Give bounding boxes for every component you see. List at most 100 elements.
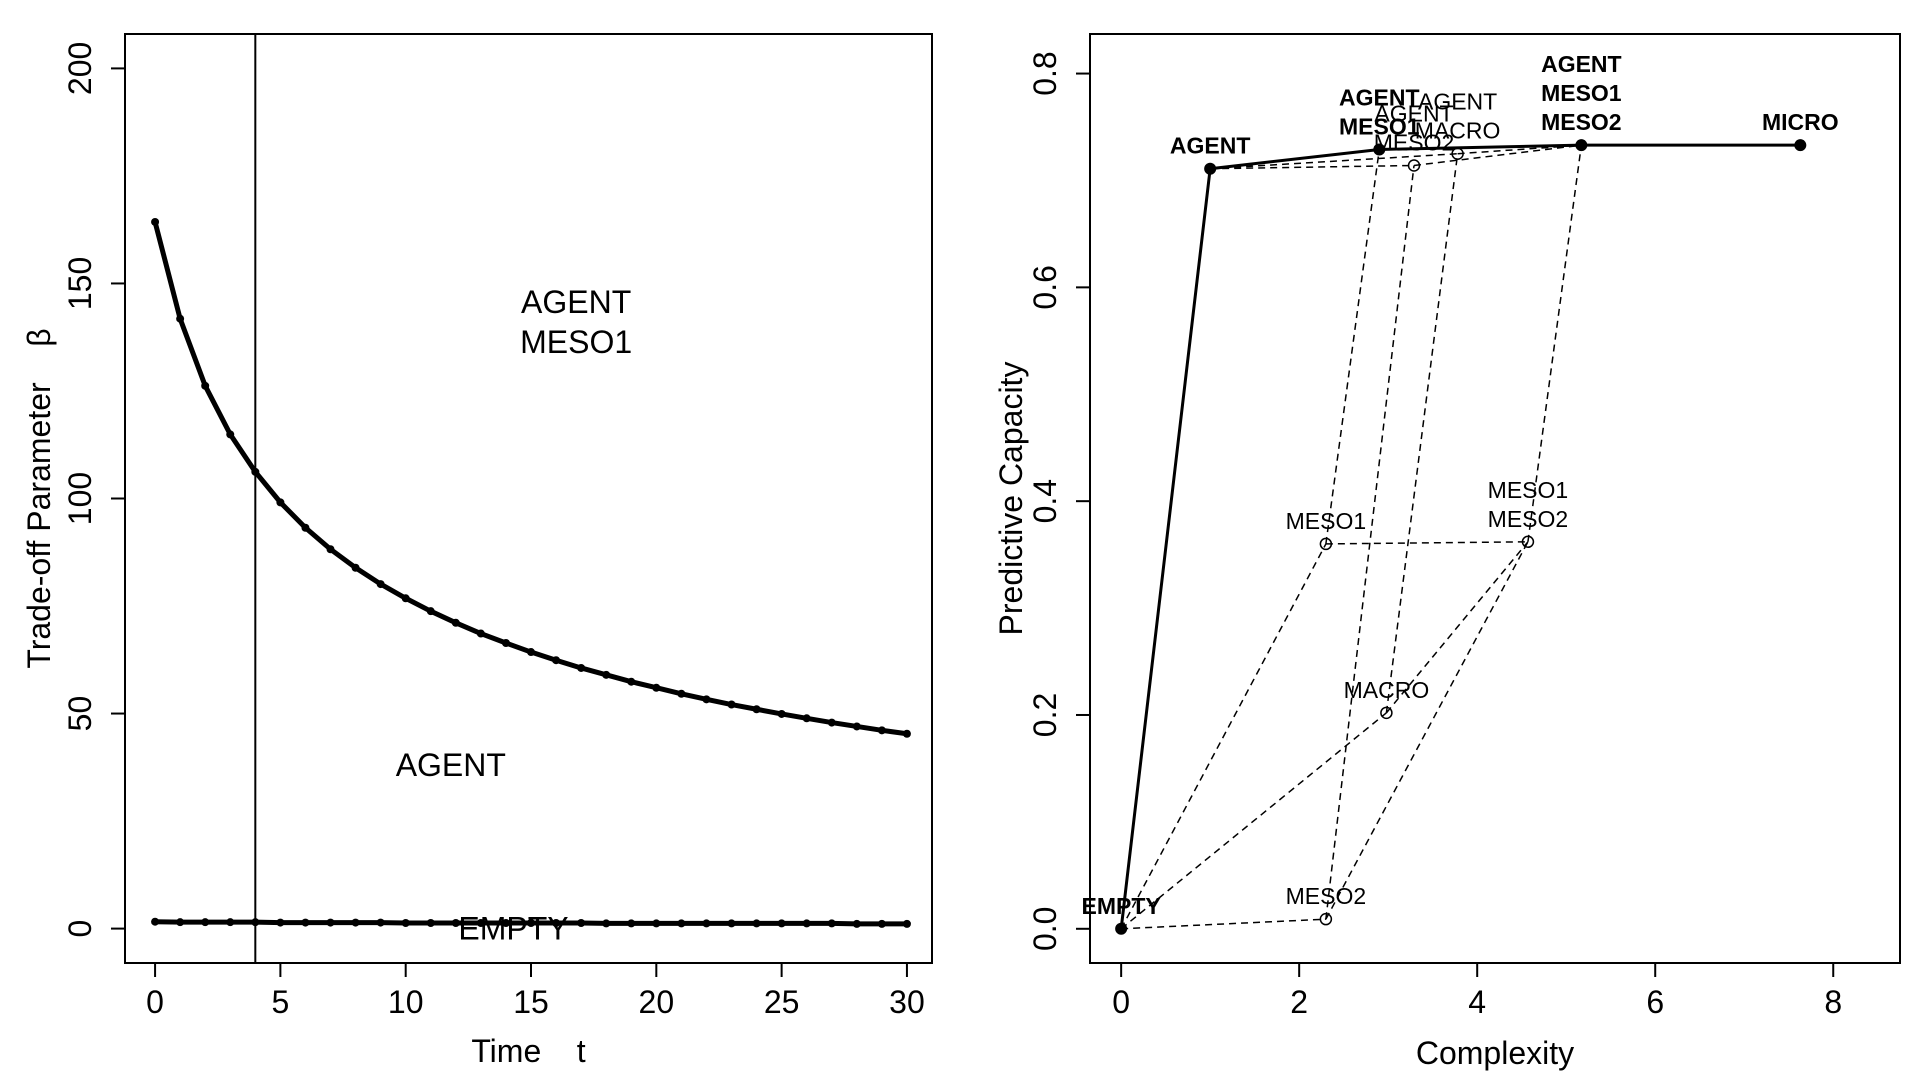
frontier-point [1794,139,1807,152]
frontier-point [1115,922,1128,935]
lattice-edge [1527,145,1583,542]
left-series-2-point [401,919,410,928]
left-series-1-point [627,677,636,686]
lattice-edge [1325,149,1381,545]
right-y-tick-label: 0.2 [1027,693,1063,737]
right-x-tick-label: 0 [1112,984,1130,1020]
left-plot-frame [124,33,933,964]
lattice-edge [1385,153,1459,713]
left-series-1-point [201,381,210,390]
left-region-label: AGENT [396,747,506,783]
left-series-1-point [151,217,160,226]
right-y-tick-label: 0.0 [1027,907,1063,951]
right-x-tick-label: 4 [1468,984,1486,1020]
model-point-label: MACRO [1344,677,1430,703]
model-point [1451,147,1464,160]
frontier-point-label: MICRO [1762,109,1839,135]
lattice-edge [1210,152,1458,170]
lattice-edge [1457,144,1582,155]
left-series-1-point [802,714,811,723]
left-series-2-point [351,918,360,927]
left-region-label: MESO1 [520,324,632,360]
left-series-1-point [326,545,335,554]
left-series-1-point [251,467,260,476]
left-series-1-point [276,498,285,507]
left-series-1-point [877,726,886,735]
right-y-tick-label: 0.8 [1027,51,1063,95]
left-series-1-point [602,670,611,679]
left-x-tick-label: 20 [639,984,675,1020]
right-x-tick-label: 8 [1824,984,1842,1020]
frontier-point [1373,143,1386,156]
model-point-label: MESO2 [1374,129,1455,155]
left-series-2-point [276,918,285,927]
left-x-tick-label: 15 [513,984,549,1020]
left-series-2-point [727,919,736,928]
left-series-1-point [752,705,761,714]
left-series-2-point [451,919,460,928]
model-point-label: MACRO [1415,118,1501,144]
lattice-edge [1210,164,1415,170]
right-x-tick-label: 2 [1290,984,1308,1020]
model-point [1319,537,1333,551]
left-y-tick-label: 150 [62,257,98,310]
left-series-2-point [677,919,686,928]
left-chart-panel: 0 5 10 15 20 25 30 0 50 100 150 200 AGENT MESO1 AGENT… [21,33,933,1069]
left-series-2-point [602,919,611,928]
frontier-point-label: AGENT [1339,84,1420,110]
frontier-point-label: MESO1 [1541,80,1622,106]
right-chart-panel: 0 2 4 6 80.00.20.40.60.8 EMPTYAGENTAGENTMESO… [993,33,1901,1071]
frontier-point-label: AGENT [1170,133,1251,159]
left-series-1-point [226,430,235,439]
left-series-2-point [702,919,711,928]
lattice-edge [1120,712,1387,930]
lattice-edge [1413,144,1582,167]
model-point-label: AGENT [1374,100,1453,126]
left-series-2-point [426,919,435,928]
left-x-tick-label: 30 [889,984,925,1020]
left-series-1-point [501,639,510,648]
left-series-1-point [852,722,861,731]
pareto-frontier-line [1119,143,1801,929]
right-x-tick-label: 6 [1646,984,1664,1020]
left-y-tick-label: 100 [62,472,98,525]
model-point-label: AGENT [1418,89,1497,115]
left-series-1-point [777,709,786,718]
left-series-2-point [176,918,185,927]
left-region-label: AGENT [521,284,631,320]
left-series-1-point [376,580,385,589]
left-series-2-point [326,918,335,927]
left-series-1-point [176,314,185,323]
model-point [1380,706,1393,720]
left-series-2-point [226,918,235,927]
lattice-edge [1121,918,1326,930]
left-y-tick-label: 0 [62,920,98,938]
lattice-edge [1325,165,1415,920]
model-point [1521,535,1535,549]
left-series-2-point [752,919,761,928]
right-x-axis-title: Complexity [1416,1035,1574,1071]
left-x-tick-label: 0 [146,984,164,1020]
left-series-1-point [301,523,310,532]
right-y-tick-label: 0.4 [1027,479,1063,523]
model-point [1319,912,1333,926]
frontier-point [1204,162,1217,175]
left-series-1-point [727,700,736,709]
left-y-tick-label: 50 [62,696,98,732]
left-series-2-point [902,919,911,928]
left-series-1-point [527,648,536,657]
right-y-tick-label: 0.6 [1027,265,1063,309]
left-x-axis-title: Time t [471,1033,585,1069]
left-series-1-point [351,563,360,572]
model-point-label: MESO2 [1286,883,1367,909]
left-series-2-point [652,919,661,928]
left-x-tick-label: 10 [388,984,424,1020]
left-y-tick-label: 200 [62,42,98,95]
left-series-2-point [376,918,385,927]
left-series-1-point [476,629,485,638]
frontier-point-label: EMPTY [1082,893,1161,919]
left-x-tick-label: 25 [764,984,800,1020]
left-series-1-point [702,695,711,704]
left-x-tick-label: 5 [271,984,289,1020]
left-series-2-point [852,919,861,928]
